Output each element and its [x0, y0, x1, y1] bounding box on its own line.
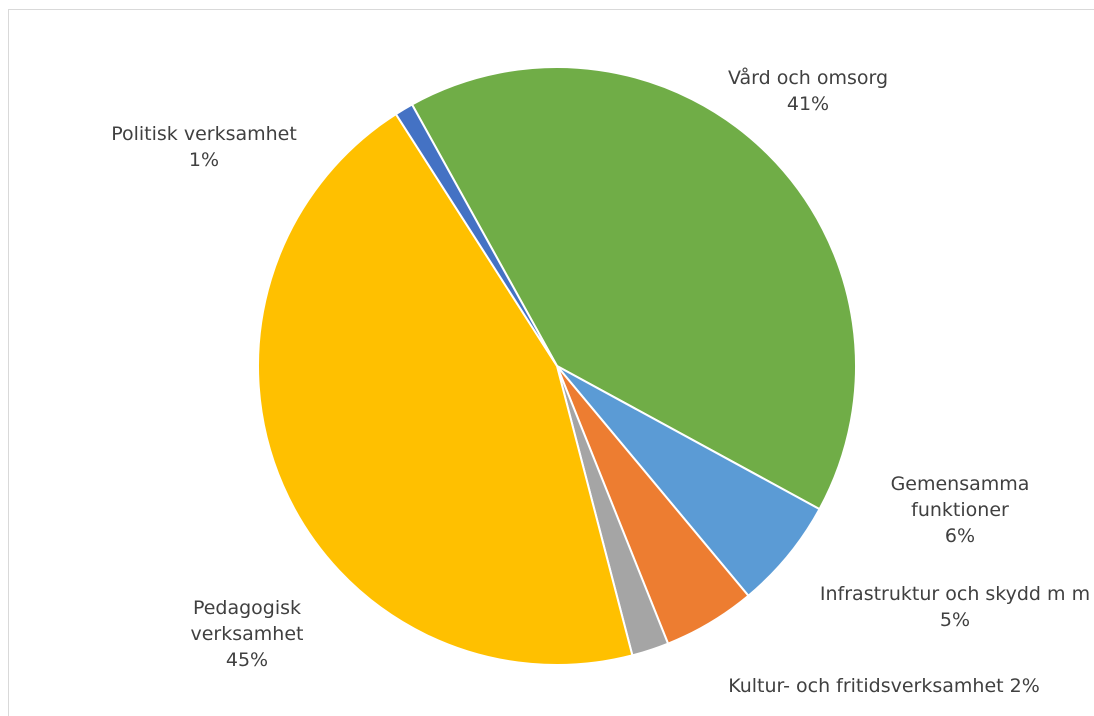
slice-label-line: Gemensamma [891, 473, 1030, 495]
slice-label-line: Pedagogisk [193, 597, 301, 619]
pie-slice-politisk-verksamhet [394, 103, 558, 367]
slice-label-line: 45% [226, 649, 268, 671]
slice-label-line: 41% [787, 93, 829, 115]
slice-label-pedagogisk-verksamhet: Pedagogisk verksamhet 45% [191, 597, 304, 671]
slice-label-line: funktioner [911, 499, 1009, 521]
slice-label-gemensamma-funktioner: Gemensamma funktioner 6% [891, 473, 1030, 547]
pie-slice-vard-och-omsorg [410, 66, 857, 511]
slice-label-kultur-och-fritidsverksamhet: Kultur- och fritidsverksamhet 2% [728, 675, 1040, 697]
slice-label-line: 5% [940, 609, 970, 631]
pie-slices [257, 66, 857, 666]
slice-label-line: 1% [189, 149, 219, 171]
slice-label-line: Politisk verksamhet [111, 123, 297, 145]
slice-label-infrastruktur-och-skydd-m-m: Infrastruktur och skydd m m 5% [820, 583, 1090, 631]
slice-label-line: Kultur- och fritidsverksamhet 2% [728, 675, 1040, 697]
pie-labels: Vård och omsorg 41% Gemensamma funktioner 6%… [111, 66, 1090, 697]
pie-slice-pedagogisk-verksamhet [257, 112, 634, 666]
slice-label-line: Infrastruktur och skydd m m [820, 583, 1090, 605]
slice-label-politisk-verksamhet: Politisk verksamhet 1% [111, 123, 297, 171]
slice-label-line: Vård och omsorg [728, 66, 888, 89]
chart-frame [8, 9, 1094, 716]
slice-label-line: 6% [945, 525, 975, 547]
slice-label-vard-och-omsorg: Vård och omsorg 41% [728, 66, 888, 115]
slice-label-line: verksamhet [191, 623, 304, 645]
